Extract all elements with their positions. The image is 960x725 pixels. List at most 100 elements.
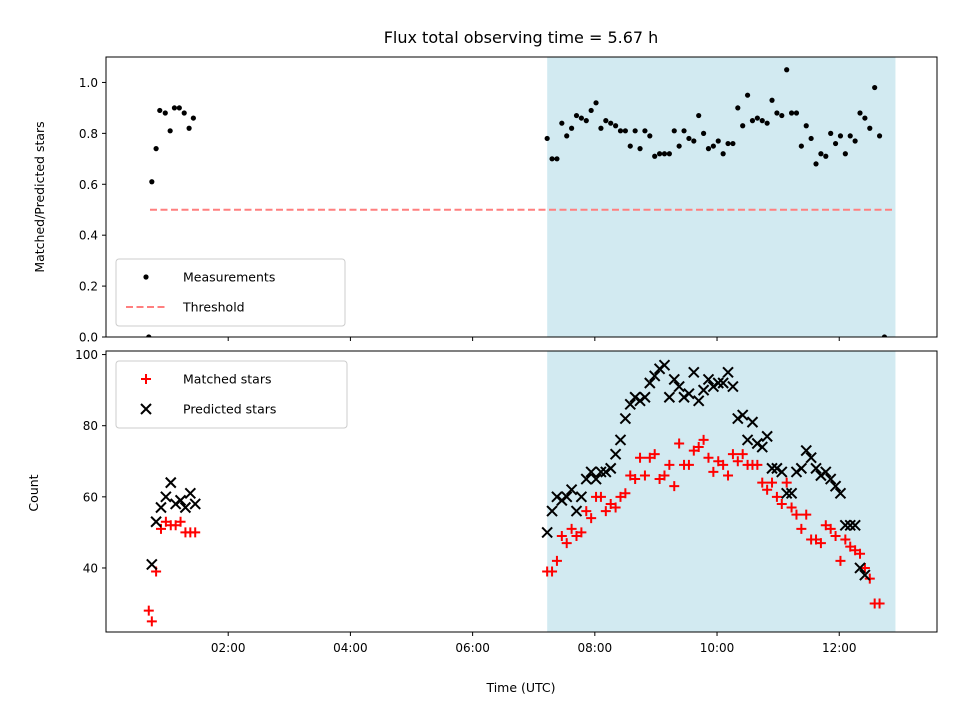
matched-stars-point xyxy=(547,566,558,577)
top-panel-y-tick-label: 0.0 xyxy=(79,331,98,345)
predicted-stars-point xyxy=(829,480,842,492)
predicted-stars-point xyxy=(849,519,861,531)
matched-stars-point xyxy=(595,491,606,502)
measurements-point xyxy=(705,146,712,152)
matched-stars-point xyxy=(143,605,154,616)
matched-stars-point xyxy=(708,466,719,477)
measurements-point xyxy=(554,156,560,162)
matched-stars-point xyxy=(664,459,675,470)
matched-stars-point xyxy=(610,502,621,513)
x-tick-label: 06:00 xyxy=(455,641,490,655)
measurements-point xyxy=(181,110,187,116)
matched-stars-point xyxy=(669,481,680,492)
matched-stars-point xyxy=(835,555,846,566)
measurements-point xyxy=(784,67,790,73)
predicted-stars-point xyxy=(795,462,808,475)
predicted-stars-point xyxy=(160,491,172,503)
predicted-stars-point xyxy=(150,516,162,528)
matched-stars-point xyxy=(703,452,714,463)
predicted-stars-point xyxy=(609,448,622,460)
measurements-point xyxy=(852,138,858,144)
predicted-stars-point xyxy=(810,462,822,475)
predicted-stars-point xyxy=(174,494,187,507)
top-panel-legend-box xyxy=(115,258,346,327)
predicted-stars-point xyxy=(780,487,793,499)
predicted-stars-point xyxy=(844,519,856,531)
top-panel-y-tick-label: 0.2 xyxy=(79,280,98,294)
top-panel-y-axis-label: Matched/Predicted stars xyxy=(32,121,47,272)
predicted-stars-point xyxy=(736,409,749,421)
threshold-legend-label: Threshold xyxy=(182,300,245,315)
predicted-stars-point xyxy=(565,484,578,496)
measurements-point xyxy=(671,128,677,134)
predicted-stars-point xyxy=(648,370,661,382)
matched-stars-point xyxy=(859,562,870,573)
measurements-point xyxy=(190,115,196,121)
predicted-stars-point xyxy=(165,476,177,489)
matched-stars-point xyxy=(693,442,704,453)
predicted-stars-point xyxy=(683,387,695,400)
predicted-stars-point xyxy=(605,462,617,475)
matched-stars-point xyxy=(791,509,802,520)
predicted-stars-point xyxy=(590,473,602,485)
measurements-point xyxy=(632,128,638,134)
matched-stars-point xyxy=(830,530,841,541)
top-panel-y-tick-label: 0.6 xyxy=(79,178,98,192)
bottom-panel-y-tick-label: 100 xyxy=(75,348,98,362)
matched-stars-point xyxy=(786,502,797,513)
predicted-stars-point xyxy=(619,412,632,425)
matched-stars-point xyxy=(561,538,572,549)
predicted-stars-point xyxy=(820,466,832,478)
matched-stars-point xyxy=(556,530,567,541)
bottom-panel-y-tick-label: 80 xyxy=(83,419,98,433)
measurements-point xyxy=(564,133,570,139)
measurements-point xyxy=(176,105,182,111)
measurements-point xyxy=(828,130,834,136)
matched-stars-point xyxy=(175,516,186,527)
measurements-point xyxy=(749,118,756,124)
measurements-point xyxy=(862,115,868,121)
matched-stars-point xyxy=(727,449,738,460)
measurements-legend-marker xyxy=(143,274,149,280)
matched-stars-point xyxy=(757,477,768,488)
matched-stars-point xyxy=(581,506,592,517)
predicted-stars-point xyxy=(727,380,739,393)
matched-stars-point xyxy=(635,452,646,463)
predicted-stars-point xyxy=(800,444,812,457)
predicted-stars-point xyxy=(184,487,197,499)
x-tick-label: 10:00 xyxy=(700,641,735,655)
matched-stars-point xyxy=(659,470,670,481)
predicted-stars-point xyxy=(688,366,700,379)
matched-stars-point xyxy=(674,438,685,449)
measurements-point xyxy=(754,115,760,121)
predicted-stars-point xyxy=(614,434,627,446)
predicted-stars-point xyxy=(668,373,680,386)
matched-stars-point xyxy=(718,459,729,470)
measurements-point xyxy=(153,146,159,152)
matched-stars-point xyxy=(762,484,773,495)
top-panel-y-tick-label: 0.4 xyxy=(79,229,98,243)
measurements-point xyxy=(700,130,707,136)
measurements-point xyxy=(769,97,775,103)
measurements-point xyxy=(666,151,672,157)
matched-stars-point xyxy=(825,523,836,534)
bottom-panel-y-axis-label: Count xyxy=(26,474,41,511)
matched-stars-point xyxy=(639,470,650,481)
measurements-point xyxy=(803,123,809,129)
measurements-point xyxy=(603,118,609,124)
predicted-stars-point xyxy=(692,395,705,407)
measurements-point xyxy=(730,140,736,147)
matched-stars-point xyxy=(781,477,792,488)
measurements-point xyxy=(583,118,589,124)
measurements-point xyxy=(544,135,550,142)
matched-stars-point xyxy=(840,534,851,545)
predicted-stars-point xyxy=(834,487,847,499)
measurements-point xyxy=(167,128,173,134)
measurements-point xyxy=(837,133,844,139)
predicted-stars-point xyxy=(712,377,724,389)
matched-stars-point xyxy=(771,491,782,502)
predicted-stars-point xyxy=(658,359,671,371)
predicted-stars-point xyxy=(839,519,852,531)
